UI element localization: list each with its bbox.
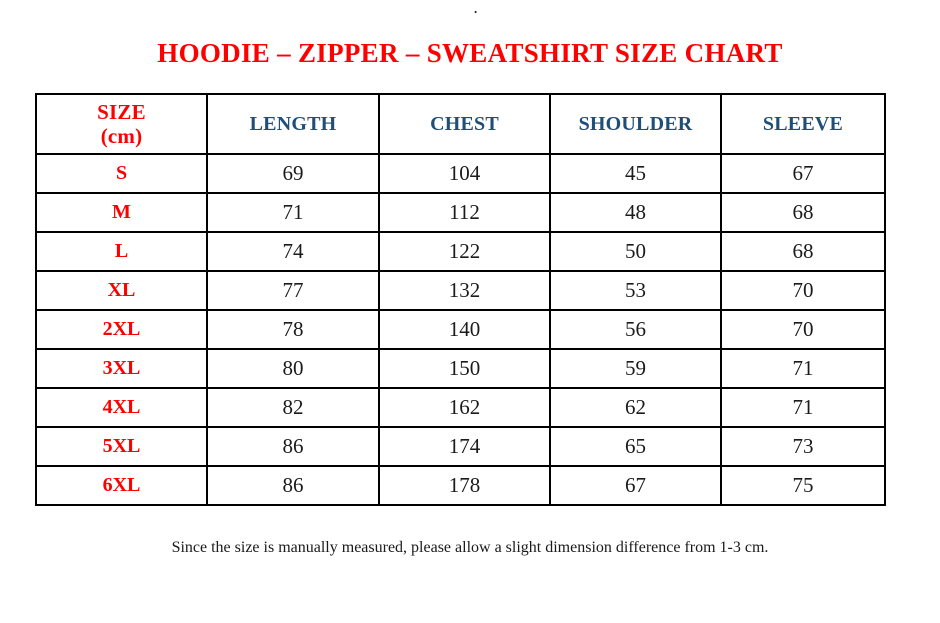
shoulder-value-cell: 62 — [549, 387, 722, 428]
table-row: 2XL 78 140 56 70 — [35, 309, 886, 350]
table-row: 6XL 86 178 67 75 — [35, 465, 886, 506]
length-value-cell: 77 — [206, 270, 380, 311]
chest-value-cell: 132 — [378, 270, 551, 311]
shoulder-value-cell: 48 — [549, 192, 722, 233]
shoulder-value-cell: 53 — [549, 270, 722, 311]
length-value-cell: 71 — [206, 192, 380, 233]
table-row: M 71 112 48 68 — [35, 192, 886, 233]
sleeve-value-cell: 67 — [720, 153, 886, 194]
size-label-cell: M — [35, 192, 208, 233]
shoulder-value-cell: 65 — [549, 426, 722, 467]
shoulder-value-cell: 45 — [549, 153, 722, 194]
length-value-cell: 86 — [206, 465, 380, 506]
chest-value-cell: 162 — [378, 387, 551, 428]
header-row: SIZE (cm) LENGTH CHEST SHOULDER SLEEVE — [35, 93, 886, 155]
table-row: XL 77 132 53 70 — [35, 270, 886, 311]
chest-value-cell: 178 — [378, 465, 551, 506]
sleeve-value-cell: 75 — [720, 465, 886, 506]
column-header-chest: CHEST — [378, 93, 551, 155]
sleeve-value-cell: 68 — [720, 192, 886, 233]
sleeve-value-cell: 73 — [720, 426, 886, 467]
shoulder-value-cell: 56 — [549, 309, 722, 350]
chest-value-cell: 122 — [378, 231, 551, 272]
chest-value-cell: 140 — [378, 309, 551, 350]
sleeve-value-cell: 68 — [720, 231, 886, 272]
table-row: 4XL 82 162 62 71 — [35, 387, 886, 428]
column-header-size: SIZE (cm) — [35, 93, 208, 155]
column-header-sleeve: SLEEVE — [720, 93, 886, 155]
footer-note: Since the size is manually measured, ple… — [171, 539, 769, 556]
length-value-cell: 69 — [206, 153, 380, 194]
sleeve-value-cell: 71 — [720, 387, 886, 428]
table-row: S 69 104 45 67 — [35, 153, 886, 194]
stray-dot: . — [474, 1, 478, 16]
shoulder-value-cell: 50 — [549, 231, 722, 272]
column-header-shoulder: SHOULDER — [549, 93, 722, 155]
sleeve-value-cell: 70 — [720, 270, 886, 311]
size-label-cell: 3XL — [35, 348, 208, 389]
size-label-cell: 5XL — [35, 426, 208, 467]
shoulder-value-cell: 59 — [549, 348, 722, 389]
shoulder-value-cell: 67 — [549, 465, 722, 506]
size-chart-body: S 69 104 45 67 M 71 112 48 68 L 74 122 5… — [35, 153, 886, 506]
chest-value-cell: 104 — [378, 153, 551, 194]
length-value-cell: 82 — [206, 387, 380, 428]
length-value-cell: 78 — [206, 309, 380, 350]
size-label-cell: 6XL — [35, 465, 208, 506]
length-value-cell: 80 — [206, 348, 380, 389]
table-row: 3XL 80 150 59 71 — [35, 348, 886, 389]
size-chart-table: SIZE (cm) LENGTH CHEST SHOULDER SLEEVE S… — [35, 93, 886, 506]
column-header-length: LENGTH — [206, 93, 380, 155]
size-label-cell: L — [35, 231, 208, 272]
table-row: L 74 122 50 68 — [35, 231, 886, 272]
size-label-cell: XL — [35, 270, 208, 311]
chest-value-cell: 112 — [378, 192, 551, 233]
chest-value-cell: 174 — [378, 426, 551, 467]
page-title: HOODIE – ZIPPER – SWEATSHIRT SIZE CHART — [157, 38, 783, 68]
length-value-cell: 74 — [206, 231, 380, 272]
size-chart-header: SIZE (cm) LENGTH CHEST SHOULDER SLEEVE — [35, 93, 886, 155]
sleeve-value-cell: 70 — [720, 309, 886, 350]
length-value-cell: 86 — [206, 426, 380, 467]
sleeve-value-cell: 71 — [720, 348, 886, 389]
chest-value-cell: 150 — [378, 348, 551, 389]
table-row: 5XL 86 174 65 73 — [35, 426, 886, 467]
size-label-cell: S — [35, 153, 208, 194]
size-label-cell: 4XL — [35, 387, 208, 428]
size-label-cell: 2XL — [35, 309, 208, 350]
